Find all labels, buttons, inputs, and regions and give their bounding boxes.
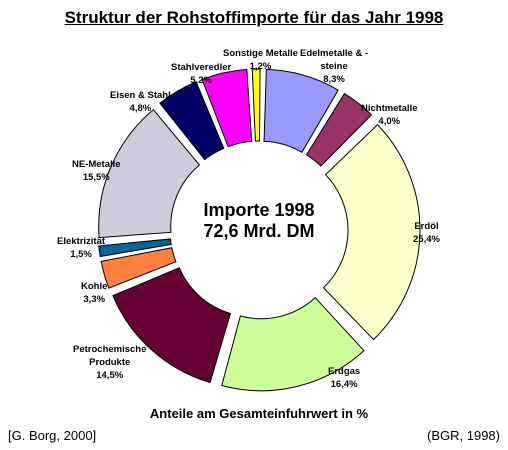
label-petrochemische-line-1: Petrochemische	[73, 344, 147, 355]
label-erdgas: Erdgas 16,4%	[328, 365, 360, 391]
center-label: Importe 1998 72,6 Mrd. DM	[0, 200, 508, 242]
label-petrochemische: Petrochemische Produkte 14,5%	[73, 343, 146, 382]
label-sonstige-metalle: Sonstige Metalle 1,2%	[223, 47, 298, 73]
label-kohle-value: 3,3%	[83, 294, 106, 305]
pie-slice-sonstige-metalle	[251, 68, 261, 142]
label-sonstige-metalle-line-1: Sonstige Metalle	[223, 48, 298, 59]
label-erdoel-value: 25,4%	[413, 234, 440, 245]
label-nichtmetalle: Nichtmetalle 4,0%	[361, 102, 418, 128]
label-edelmetalle-value: 8,3%	[323, 74, 345, 85]
source-left: [G. Borg, 2000]	[8, 428, 97, 443]
label-erdoel: Erdöl 25,4%	[413, 220, 440, 246]
pie-slice-kohle	[100, 247, 177, 289]
center-label-line-1: Importe 1998	[203, 200, 315, 220]
pie-slice-elektrizit-t	[98, 238, 172, 258]
label-stahlveredler-line-1: Stahlveredler	[171, 62, 232, 73]
label-elektrizitaet-value: 1,5%	[70, 249, 92, 260]
center-label-line-2: 72,6 Mrd. DM	[203, 221, 315, 241]
pie-slice-edelmetalle-steine	[263, 68, 339, 153]
label-eisen-stahl-value: 4,8%	[129, 103, 152, 114]
label-kohle: Kohle 3,3%	[81, 280, 107, 306]
label-nichtmetalle-line-1: Nichtmetalle	[361, 103, 418, 114]
source-right: (BGR, 1998)	[427, 428, 500, 443]
pie-slice-nichtmetalle	[305, 92, 373, 167]
pie-slice-petrochemische-produkte	[112, 267, 232, 384]
label-edelmetalle: Edelmetalle & - steine 8,3%	[300, 47, 368, 86]
pie-slice-stahlveredler	[201, 69, 253, 148]
label-elektrizitaet-line-1: Elektrizität	[57, 236, 106, 247]
pie-slice-ne-metalle	[98, 109, 201, 239]
label-petrochemische-line-2: Produkte	[89, 357, 131, 368]
label-stahlveredler: Stahlveredler 5,2%	[171, 61, 231, 87]
label-ne-metalle-line-1: NE-Metalle	[72, 159, 121, 170]
label-stahlveredler-value: 5,2%	[190, 75, 212, 86]
label-petrochemische-value: 14,5%	[96, 370, 124, 381]
label-nichtmetalle-value: 4,0%	[378, 116, 401, 127]
label-elektrizitaet: Elektrizität 1,5%	[57, 235, 105, 261]
pie-slice-eisen-stahl	[159, 81, 225, 161]
label-eisen-stahl-line-1: Eisen & Stahl	[110, 90, 171, 101]
label-erdgas-value: 16,4%	[330, 379, 358, 390]
chart-title: Struktur der Rohstoffimporte für das Jah…	[64, 8, 444, 27]
label-edelmetalle-line-1: Edelmetalle & -	[300, 48, 369, 59]
label-eisen-stahl: Eisen & Stahl 4,8%	[110, 89, 171, 115]
label-kohle-line-1: Kohle	[81, 281, 108, 292]
label-edelmetalle-line-2: steine	[320, 61, 348, 72]
label-sonstige-metalle-value: 1,2%	[249, 61, 272, 72]
pie-slice-erdgas	[221, 296, 365, 392]
chart-caption: Anteile am Gesamteinfuhrwert in %	[149, 406, 369, 421]
pie-slice-erd-l	[322, 124, 421, 341]
label-erdgas-line-1: Erdgas	[328, 366, 361, 377]
label-ne-metalle: NE-Metalle 15,5%	[72, 158, 121, 184]
label-ne-metalle-value: 15,5%	[82, 172, 110, 183]
label-erdoel-line-1: Erdöl	[414, 221, 439, 232]
